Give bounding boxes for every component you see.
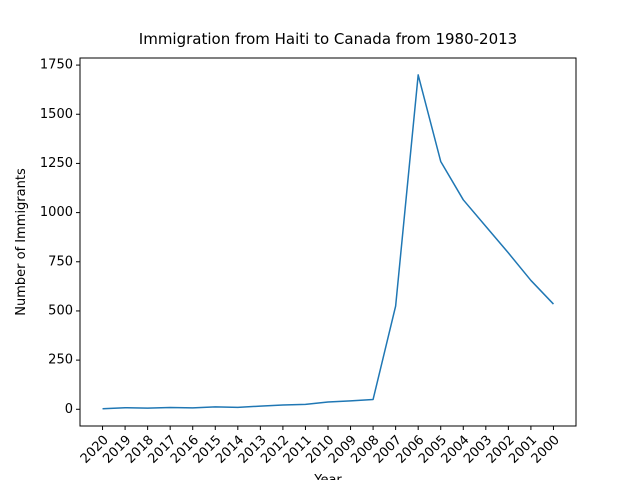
y-tick-label: 1250	[40, 156, 73, 171]
chart-title: Immigration from Haiti to Canada from 19…	[139, 30, 517, 48]
line	[102, 74, 554, 410]
y-tick-label: 1500	[40, 107, 73, 122]
plot-frame	[79, 57, 577, 427]
y-tick-label: 0	[65, 402, 73, 417]
y-tick-label: 1750	[40, 58, 73, 73]
y-axis-label: Number of Immigrants	[14, 168, 29, 316]
y-tick-label: 250	[48, 353, 73, 368]
y-tick-label: 1000	[40, 205, 73, 220]
y-tick-label: 750	[48, 254, 73, 269]
x-axis-label: Year	[313, 473, 342, 480]
y-tick-label: 500	[48, 303, 73, 318]
